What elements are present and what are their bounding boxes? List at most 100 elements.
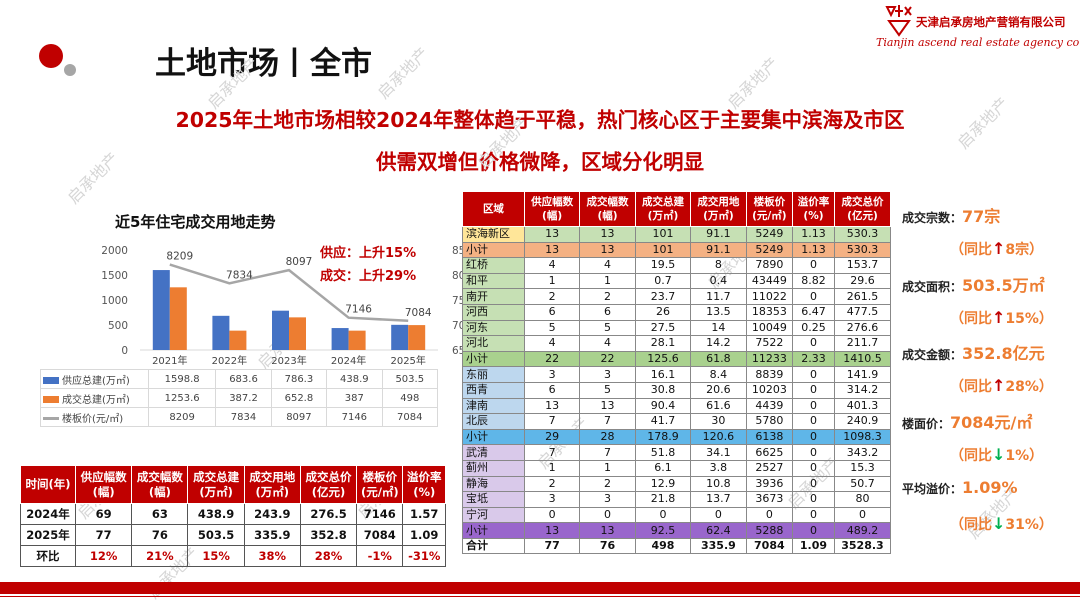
table-cell: 宁河 <box>462 506 525 524</box>
table-cell: 0 <box>690 506 747 524</box>
table-cell: 5249 <box>745 241 794 259</box>
table-cell: 0 <box>792 397 835 415</box>
table-cell: 335.9 <box>690 537 747 555</box>
table-cell: 0 <box>745 506 794 524</box>
chart-table-row-price: 楼板价(元/㎡) 8209 7834 8097 7146 7084 <box>40 407 439 427</box>
x-tick-label: 2023年 <box>271 354 306 367</box>
metric-item: 成交宗数：77宗 <box>902 203 1000 227</box>
price-data-label: 7146 <box>345 304 372 316</box>
table-cell: 22 <box>523 350 581 368</box>
table-cell: 652.8 <box>270 388 328 408</box>
table-cell: 503.5 <box>381 369 439 389</box>
metric-yoy: （同比↓1%） <box>950 445 1043 465</box>
header-line-1: 溢价率 <box>797 196 830 208</box>
metric-yoy: （同比↑28%） <box>950 376 1053 396</box>
table-cell: 0 <box>792 506 835 524</box>
metric-label: 成交面积： <box>902 280 963 294</box>
arrow-down-icon: ↓ <box>992 514 1006 533</box>
table-cell: 76 <box>579 537 636 555</box>
metric-yoy-prefix: （同比 <box>950 242 992 258</box>
table-cell: 4 <box>523 335 581 352</box>
table-cell: 11022 <box>745 288 794 305</box>
arrow-up-icon: ↑ <box>992 239 1006 258</box>
table-cell: 69 <box>75 503 133 525</box>
table-cell: 0 <box>792 491 835 508</box>
district-row: 东丽 3 3 16.1 8.4 8839 0 141.9 <box>462 366 892 383</box>
table-cell: 77 <box>75 524 133 546</box>
bar-supply <box>391 324 409 350</box>
table-cell: 62.4 <box>690 522 747 539</box>
table-cell: 1.09 <box>792 537 835 555</box>
header-line-2: (%) <box>803 210 824 222</box>
table-cell: 7 <box>523 444 581 461</box>
table-cell: 352.8 <box>299 524 358 546</box>
header-line-2: (万㎡) <box>647 210 679 222</box>
table-cell: 13 <box>523 241 581 259</box>
table-cell: 27.5 <box>634 319 692 337</box>
chart-table-row-supply: 供应总建(万㎡) 1598.8 683.6 786.3 438.9 503.5 <box>40 369 439 389</box>
table-cell: 276.5 <box>299 503 358 525</box>
table-cell: 28% <box>299 545 358 567</box>
metric-yoy-prefix: （同比 <box>950 311 992 327</box>
table-cell: 387 <box>326 388 383 408</box>
table-cell: 6138 <box>745 428 794 446</box>
header-line-1: 楼板价 <box>362 469 398 484</box>
metric-yoy-value: 1%） <box>1005 448 1044 464</box>
arrow-up-icon: ↑ <box>992 376 1006 395</box>
table-cell: 6.1 <box>634 459 692 477</box>
table-cell: 0 <box>792 459 835 477</box>
bar-deal <box>229 330 247 350</box>
header-line-2: (万㎡) <box>199 484 233 499</box>
table-cell: 387.2 <box>215 388 272 408</box>
table-cell: 7 <box>579 444 636 461</box>
district-row: 河北 4 4 28.1 14.2 7522 0 211.7 <box>462 335 892 352</box>
table-cell: 0 <box>792 444 835 461</box>
metric-value: 503.5万㎡ <box>962 276 1045 295</box>
table-cell: 14.2 <box>690 335 747 352</box>
legend-supply-swatch <box>43 377 59 384</box>
table-cell: 武清 <box>462 444 525 461</box>
table-cell: 0 <box>792 475 835 493</box>
table-cell: 8 <box>690 257 747 274</box>
metric-yoy-prefix: （同比 <box>950 379 992 395</box>
y-left-tick-label: 0 <box>121 345 128 357</box>
summary-header-cell: 溢价率 (%) <box>402 465 446 504</box>
header-line-1: 成交总价 <box>305 469 352 484</box>
table-cell: 41.7 <box>634 413 692 430</box>
table-cell: 1 <box>523 459 581 477</box>
legend-supply-label: 供应总建(万㎡) <box>62 375 130 387</box>
table-cell: 蓟州 <box>462 459 525 477</box>
table-cell: 4 <box>579 257 636 274</box>
table-cell: 3.8 <box>690 459 747 477</box>
table-cell: 0.25 <box>792 319 835 337</box>
table-cell: 1.13 <box>792 241 835 259</box>
metric-yoy-value: 15%） <box>1005 311 1053 327</box>
table-cell: 5 <box>579 381 636 399</box>
table-cell: 3936 <box>745 475 794 493</box>
table-cell: 2 <box>579 288 636 305</box>
summary-row: 环比 12% 21% 15% 38% 28% -1% -31% <box>19 545 446 567</box>
table-cell: 13 <box>579 522 636 539</box>
district-row: 蓟州 1 1 6.1 3.8 2527 0 15.3 <box>462 459 892 477</box>
watermark-text: 启承地产 <box>373 43 433 103</box>
table-cell: 5780 <box>745 413 794 430</box>
header-line-1: 楼板价 <box>753 196 786 208</box>
bar-supply <box>331 328 349 350</box>
table-cell: 15% <box>187 545 245 567</box>
bar-deal <box>408 325 426 350</box>
district-row: 北辰 7 7 41.7 30 5780 0 240.9 <box>462 413 892 430</box>
table-cell: 28 <box>579 428 636 446</box>
district-row: 红桥 4 4 19.5 8 7890 0 153.7 <box>462 257 892 274</box>
header-line-1: 时间(年) <box>25 477 71 491</box>
table-cell: 合计 <box>462 537 525 555</box>
table-cell: 0 <box>634 506 692 524</box>
company-logo-icon <box>885 5 912 37</box>
district-header-cell: 成交幅数 (幅) <box>579 191 636 227</box>
table-cell: 30 <box>690 413 747 430</box>
table-cell: 15.3 <box>833 459 892 477</box>
table-cell: 北辰 <box>462 413 525 430</box>
table-cell: 东丽 <box>462 366 525 383</box>
table-cell: 343.2 <box>833 444 892 461</box>
table-cell: 1.09 <box>402 524 446 546</box>
metric-item: 楼面价：7084元/㎡ <box>902 409 1032 433</box>
